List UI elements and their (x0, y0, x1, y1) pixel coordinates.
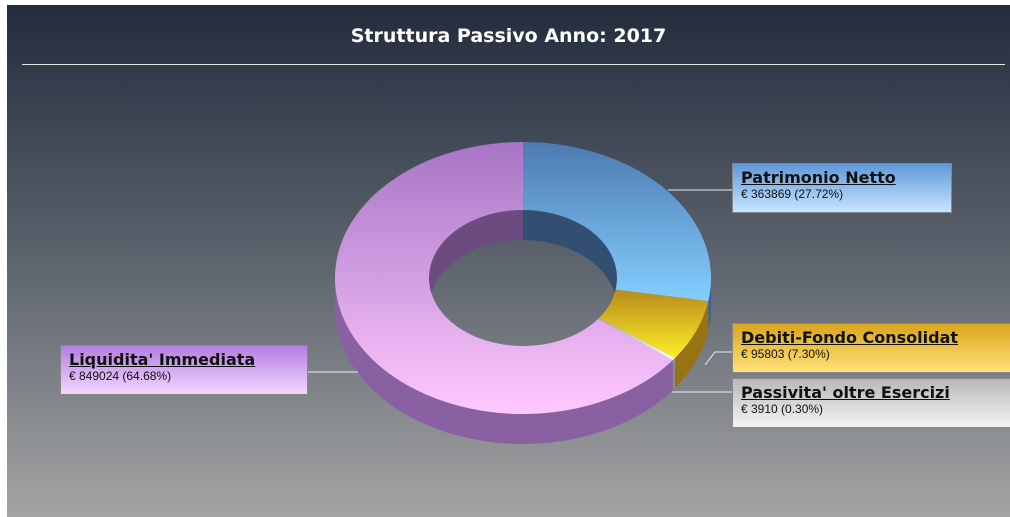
slice-label: Patrimonio Netto € 363869 (27.72%) (732, 163, 952, 213)
slice-side (708, 278, 711, 332)
chart-panel: Struttura Passivo Anno: 2017 Patrimonio … (7, 5, 1010, 517)
slice (598, 289, 709, 359)
title-rule (22, 64, 1005, 65)
leader-line (704, 351, 732, 366)
label-value: € 849024 (64.68%) (69, 369, 172, 383)
chart-title: Struttura Passivo Anno: 2017 (350, 25, 667, 47)
slice-side (335, 278, 673, 444)
label-name: Debiti-Fondo Consolidat (741, 328, 959, 347)
slice-inner (429, 210, 523, 308)
slice (523, 142, 711, 302)
label-name: Passivita' oltre Esercizi (741, 383, 950, 402)
label-value: € 363869 (27.72%) (741, 187, 844, 201)
slice-label: Debiti-Fondo Consolidat € 95803 (7.30%) (732, 323, 1010, 373)
slice-inner (523, 210, 617, 308)
chart (308, 142, 732, 444)
slice-label: Liquidita' Immediata € 849024 (64.68%) (60, 345, 308, 395)
slice (334, 142, 673, 414)
slice-label: Passivita' oltre Esercizi € 3910 (0.30%) (732, 378, 1010, 428)
label-value: € 3910 (0.30%) (741, 402, 824, 416)
label-value: € 95803 (7.30%) (741, 347, 830, 361)
slice-side (674, 301, 709, 389)
label-name: Liquidita' Immediata (69, 350, 256, 369)
slice (597, 318, 675, 361)
label-name: Patrimonio Netto (741, 168, 896, 187)
slice-side (672, 358, 675, 391)
